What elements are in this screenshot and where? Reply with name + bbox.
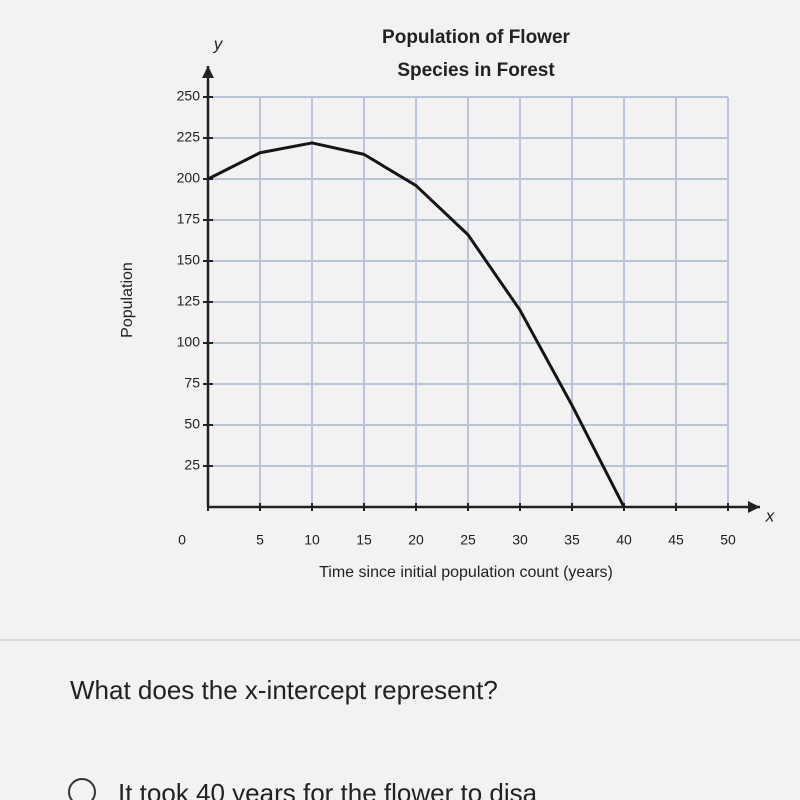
y-axis-arrow (202, 66, 214, 78)
y-axis-symbol: y (213, 34, 224, 53)
radio-button[interactable] (68, 778, 96, 800)
x-tick-label: 25 (460, 532, 476, 548)
x-tick-label: 35 (564, 532, 580, 548)
y-tick-label: 100 (177, 334, 201, 350)
x-tick-label: 50 (720, 532, 736, 548)
x-tick-label: 5 (256, 532, 264, 548)
option-text[interactable]: It took 40 years for the flower to disa (118, 778, 538, 800)
x-axis-label: Time since initial population count (yea… (319, 564, 613, 581)
y-axis-label: Population (119, 262, 136, 338)
x-tick-label: 10 (304, 532, 320, 548)
chart-title: Population of Flower (382, 27, 570, 48)
y-tick-label: 150 (177, 252, 201, 268)
y-tick-label: 75 (184, 375, 200, 391)
y-tick-label: 250 (177, 88, 201, 104)
chart-subtitle: Species in Forest (397, 60, 555, 81)
y-tick-label: 125 (177, 293, 201, 309)
data-line (207, 141, 626, 508)
y-tick-label: 175 (177, 211, 201, 227)
y-tick-label: 50 (184, 416, 200, 432)
x-tick-label: 15 (356, 532, 372, 548)
y-tick-label: 25 (184, 457, 200, 473)
x-tick-label: 40 (616, 532, 632, 548)
x-axis-arrow (748, 501, 760, 513)
x-tick-label: 45 (668, 532, 684, 548)
x-tick-label: 0 (178, 532, 186, 548)
x-tick-label: 30 (512, 532, 528, 548)
y-tick-label: 200 (177, 170, 201, 186)
question: What does the x-intercept represent? (70, 675, 498, 705)
y-tick-label: 225 (177, 129, 201, 145)
x-tick-label: 20 (408, 532, 424, 548)
x-axis-symbol: x (765, 506, 775, 525)
